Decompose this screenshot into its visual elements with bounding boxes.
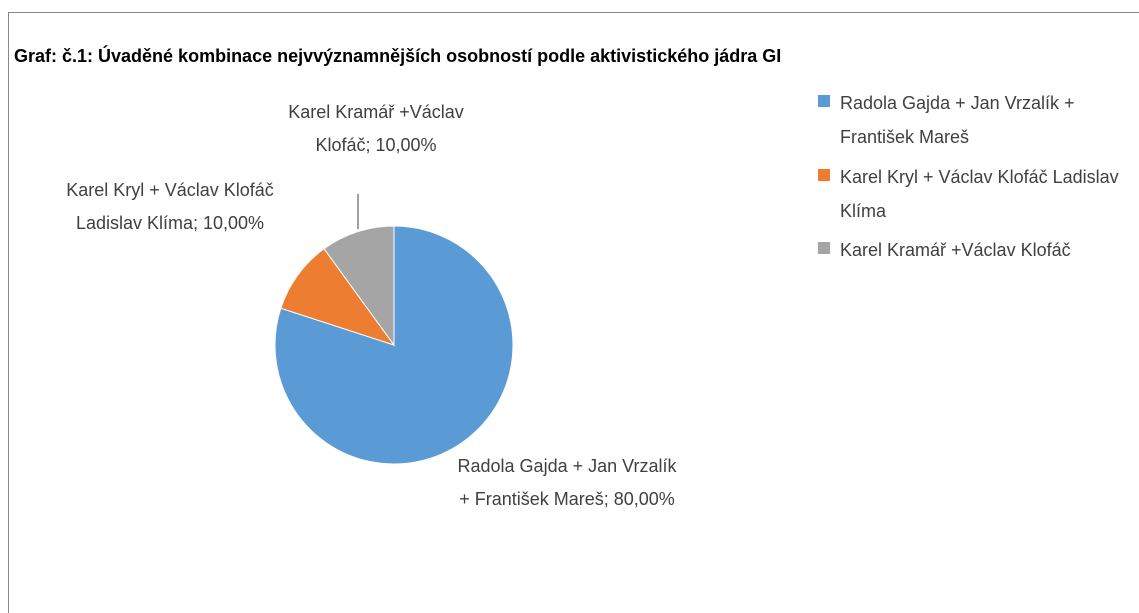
data-label: Radola Gajda + Jan Vrzalík + František M… [457, 456, 677, 509]
data-label: Karel Kryl + Václav Klofáč Ladislav Klím… [66, 180, 274, 233]
pie-slice [274, 225, 514, 465]
legend-label: Radola Gajda + Jan Vrzalík + František M… [840, 93, 1075, 147]
chart-frame [8, 12, 1139, 613]
chart-title: Graf: č.1: Úvaděné kombinace nejvvýznamn… [14, 46, 782, 66]
legend-label: Karel Kramář +Václav Klofáč [840, 240, 1071, 260]
page: {"chart_data": {"type": "pie", "title": … [8, 12, 1139, 613]
data-label: Karel Kramář +Václav Klofáč; 10,00% [288, 102, 464, 155]
legend-swatch [818, 169, 830, 181]
pie-slice [323, 225, 395, 347]
legend-label: Karel Kryl + Václav Klofáč Ladislav Klím… [840, 167, 1119, 221]
pie-chart [274, 194, 514, 465]
legend-swatch [818, 95, 830, 107]
legend-swatch [818, 242, 830, 254]
pie-slice [280, 248, 396, 346]
